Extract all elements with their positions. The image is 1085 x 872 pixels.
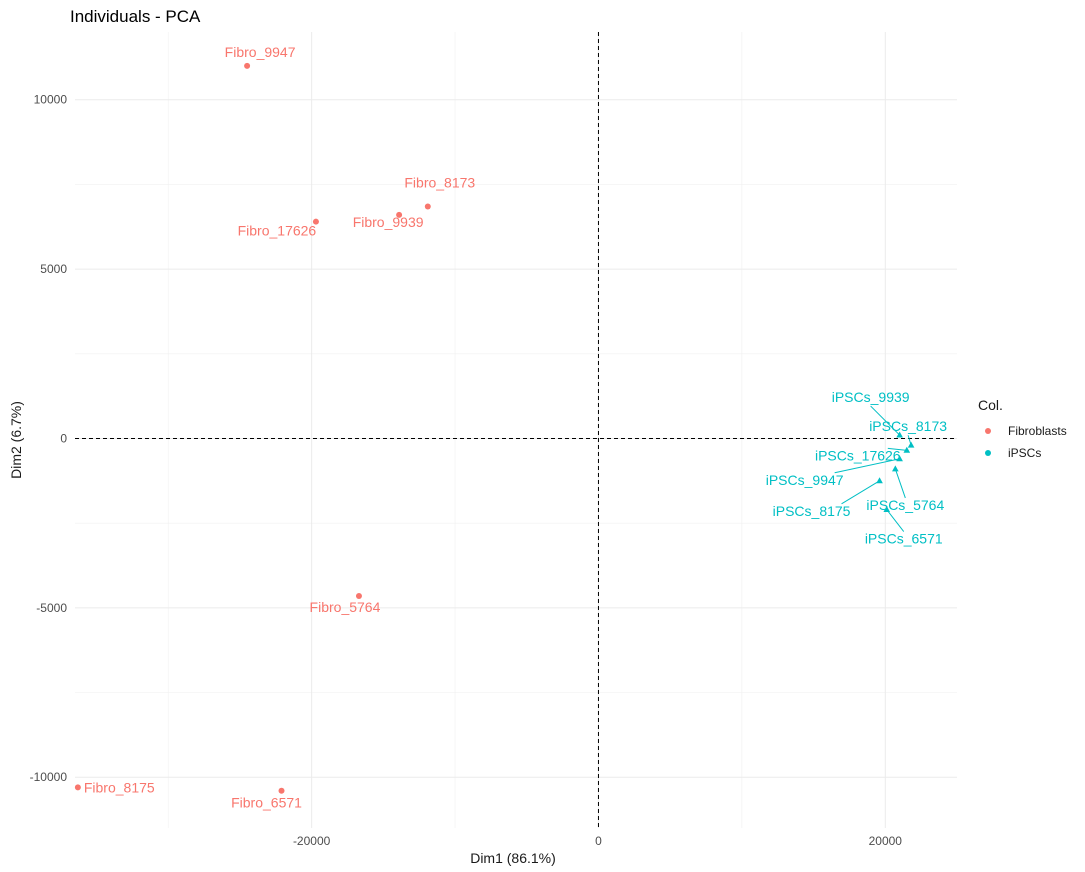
x-tick-label: 20000 xyxy=(869,834,903,848)
point-labels: Fibro_9947 Fibro_8173 Fibro_9939 Fibro_1762… xyxy=(84,44,947,811)
legend-label-fibroblasts: Fibroblasts xyxy=(1008,424,1067,438)
point-fibro_17626 xyxy=(312,218,319,225)
point-fibro_9947 xyxy=(244,62,251,69)
y-tick-label: -10000 xyxy=(30,770,68,784)
point-ipscs_6571 xyxy=(883,506,891,512)
legend-label-ipscs: iPSCs xyxy=(1008,446,1041,460)
data-points xyxy=(74,62,915,794)
y-tick-label: 10000 xyxy=(34,93,68,107)
legend: Col. Fibroblasts iPSCs xyxy=(978,397,1067,460)
connector-ipscs_6571 xyxy=(886,509,905,532)
x-tick-label: 0 xyxy=(595,834,602,848)
label-ipscs_17626: iPSCs_17626 xyxy=(815,447,901,463)
label-ipscs_5764: iPSCs_5764 xyxy=(866,497,944,513)
x-tick-label: -20000 xyxy=(293,834,331,848)
point-ipscs_5764 xyxy=(892,465,899,472)
label-ipscs_9939: iPSCs_9939 xyxy=(832,389,910,405)
major-gridlines xyxy=(75,32,957,828)
point-ipscs_8175 xyxy=(876,477,883,484)
minor-gridlines xyxy=(75,32,957,828)
point-fibro_9939 xyxy=(396,211,403,218)
label-ipscs_6571: iPSCs_6571 xyxy=(865,531,943,547)
point-ipscs_17626 xyxy=(903,446,911,453)
x-axis-title: Dim1 (86.1%) xyxy=(470,850,556,866)
connector-ipscs_8175 xyxy=(841,480,880,505)
legend-title: Col. xyxy=(978,397,1003,413)
label-connectors xyxy=(834,405,912,532)
label-ipscs_8173: iPSCs_8173 xyxy=(869,418,947,434)
point-fibro_8173 xyxy=(424,203,431,210)
point-ipscs_9947 xyxy=(896,455,903,462)
point-fibro_8175 xyxy=(74,784,81,791)
reference-lines xyxy=(75,32,957,828)
y-tick-label: 0 xyxy=(60,431,67,445)
y-axis-title: Dim2 (6.7%) xyxy=(8,401,24,479)
x-axis-ticks: -20000 0 20000 xyxy=(293,834,902,848)
y-tick-label: 5000 xyxy=(40,262,67,276)
label-fibro_8173: Fibro_8173 xyxy=(404,174,475,190)
label-ipscs_8175: iPSCs_8175 xyxy=(773,503,851,519)
y-tick-label: -5000 xyxy=(36,601,67,615)
chart-title: Individuals - PCA xyxy=(70,7,201,26)
point-fibro_6571 xyxy=(278,787,285,794)
label-ipscs_9947: iPSCs_9947 xyxy=(766,472,844,488)
label-fibro_5764: Fibro_5764 xyxy=(310,599,381,615)
label-fibro_9939: Fibro_9939 xyxy=(353,214,424,230)
connector-ipscs_17626 xyxy=(887,447,907,451)
connector-ipscs_9947 xyxy=(834,458,900,474)
legend-key-fibroblasts xyxy=(985,428,991,434)
label-fibro_17626: Fibro_17626 xyxy=(238,223,317,239)
point-ipscs_9939 xyxy=(896,431,903,438)
label-fibro_9947: Fibro_9947 xyxy=(225,44,296,60)
point-ipscs_8173 xyxy=(907,441,915,448)
label-fibro_6571: Fibro_6571 xyxy=(231,795,302,811)
connector-ipscs_5764 xyxy=(894,468,906,499)
connector-ipscs_9939 xyxy=(870,405,900,436)
label-fibro_8175: Fibro_8175 xyxy=(84,779,155,795)
legend-key-ipscs xyxy=(985,450,991,456)
y-axis-ticks: -10000 -5000 0 5000 10000 xyxy=(30,93,68,784)
point-fibro_5764 xyxy=(355,592,362,599)
